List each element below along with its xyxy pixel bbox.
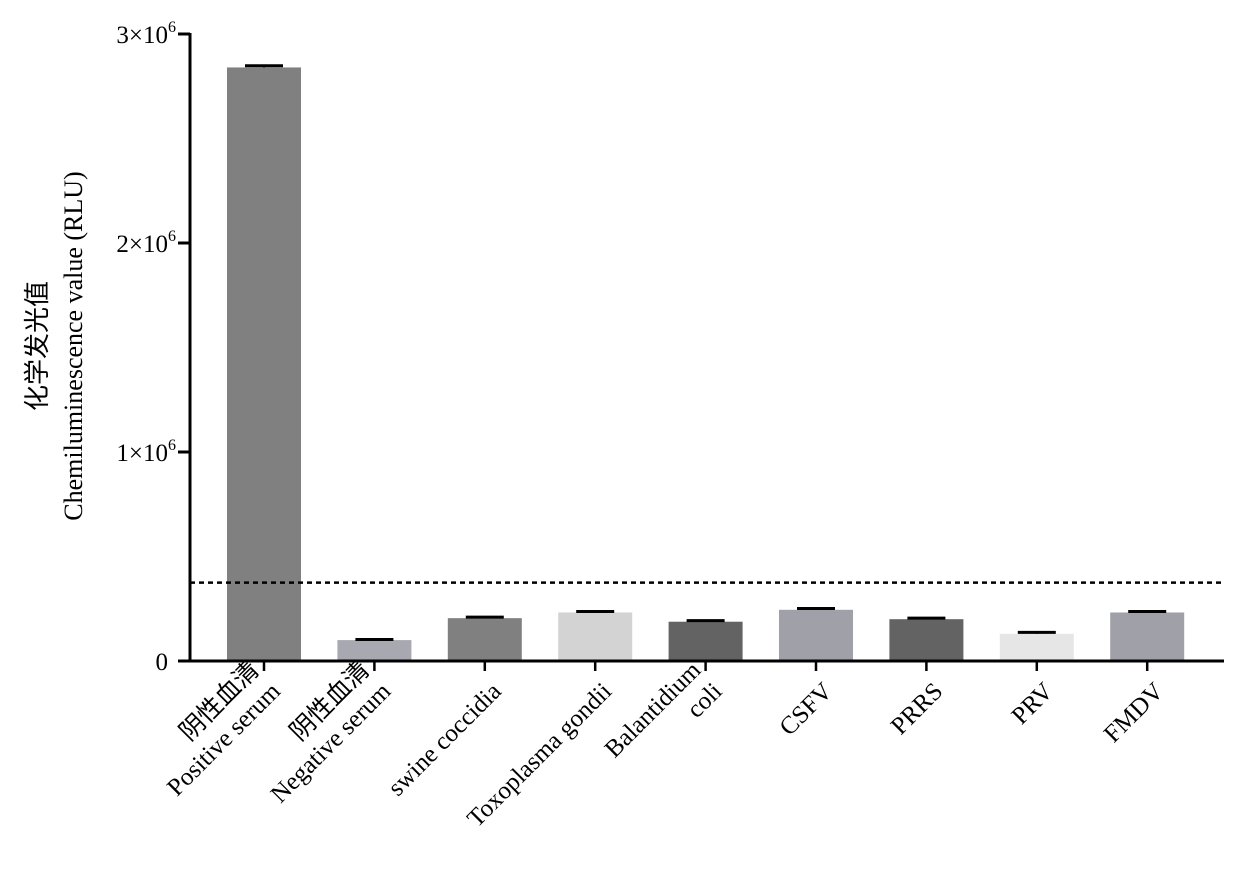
x-label-7: PRRS — [886, 678, 948, 740]
y-axis-title-chinese: 化学发光值 — [23, 281, 52, 411]
x-label-8: PRV — [1007, 678, 1059, 730]
x-label-6: CSFV — [775, 678, 838, 741]
bars-group — [227, 67, 1185, 661]
x-label-9-line-1: FMDV — [1099, 678, 1169, 748]
x-label-3-line-1: swine coccidia — [383, 678, 507, 802]
bar-6 — [779, 609, 853, 661]
bar-4 — [558, 612, 633, 661]
bar-1 — [227, 67, 301, 661]
y-tick-label-2: 2×106 — [116, 228, 176, 258]
bar-2 — [337, 640, 412, 661]
y-tick-label-3: 3×106 — [116, 19, 176, 49]
x-label-8-line-1: PRV — [1007, 678, 1059, 730]
y-tick-label-1: 1×106 — [116, 437, 176, 467]
y-axis-title: 化学发光值 Chemiluminescence value (RLU) — [23, 171, 88, 520]
bar-7 — [889, 619, 964, 661]
x-label-3: swine coccidia — [383, 678, 507, 802]
y-tick-label-0: 0 — [156, 649, 169, 676]
x-label-6-line-1: CSFV — [775, 678, 838, 741]
bar-9 — [1110, 612, 1185, 661]
x-label-7-line-1: PRRS — [886, 678, 948, 740]
y-ticks-group: 0 1×106 2×106 3×106 — [116, 19, 190, 676]
y-axis-title-english: Chemiluminescence value (RLU) — [59, 171, 88, 520]
axes-group — [188, 33, 1224, 671]
bar-3 — [447, 618, 522, 661]
bar-5 — [668, 621, 743, 661]
error-bars-group — [245, 64, 1167, 641]
x-label-9: FMDV — [1099, 678, 1169, 748]
bar-8 — [999, 633, 1074, 661]
